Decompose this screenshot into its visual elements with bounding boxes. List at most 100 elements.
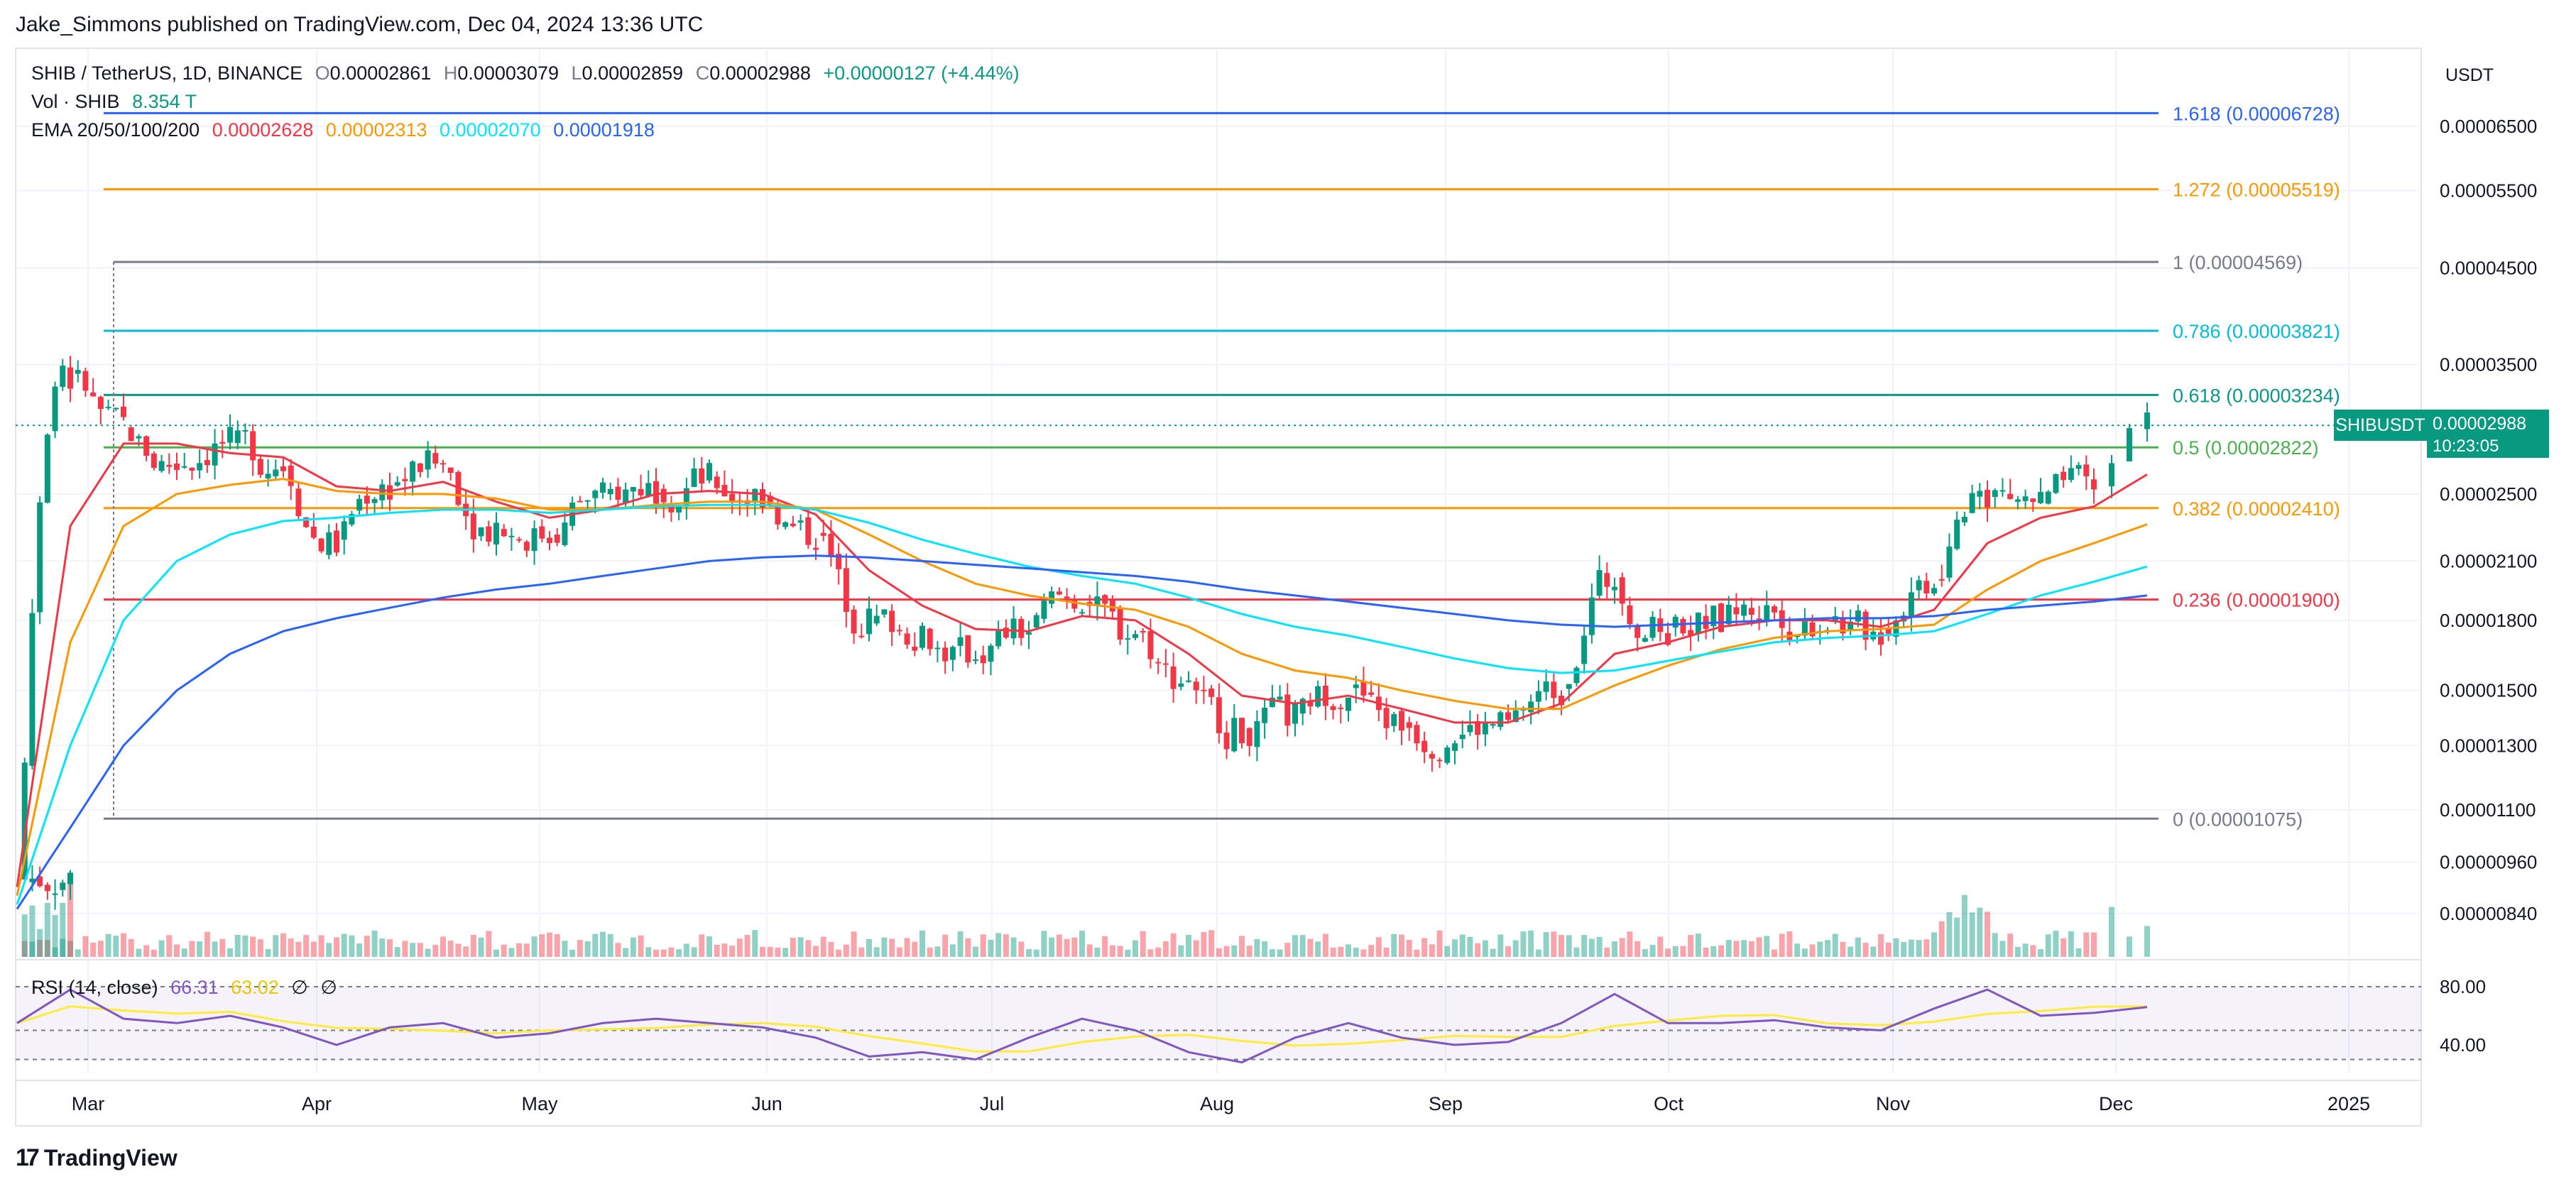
candle-body[interactable]	[934, 647, 941, 650]
candle-body[interactable]	[1018, 619, 1025, 638]
candle-body[interactable]	[889, 610, 895, 632]
candle-body[interactable]	[1649, 616, 1656, 638]
candle-body[interactable]	[1946, 546, 1953, 578]
candle-body[interactable]	[2061, 471, 2067, 481]
candle-body[interactable]	[1140, 631, 1146, 633]
candle-body[interactable]	[760, 489, 765, 508]
candle-body[interactable]	[1908, 592, 1914, 617]
candle-body[interactable]	[1733, 607, 1740, 615]
candle-body[interactable]	[1680, 619, 1686, 634]
candle-body[interactable]	[539, 526, 545, 539]
candle-body[interactable]	[1535, 691, 1541, 702]
candle-body[interactable]	[843, 568, 849, 612]
candle-body[interactable]	[204, 460, 210, 466]
candle-body[interactable]	[1672, 616, 1679, 628]
candle-body[interactable]	[1094, 596, 1101, 606]
candle-body[interactable]	[1201, 689, 1207, 691]
candle-body[interactable]	[2109, 463, 2114, 486]
candle-body[interactable]	[1269, 697, 1275, 708]
candle-body[interactable]	[478, 527, 484, 537]
candle-body[interactable]	[75, 370, 81, 374]
candle-body[interactable]	[234, 430, 241, 444]
candle-body[interactable]	[1573, 667, 1580, 684]
candle-body[interactable]	[1162, 663, 1169, 665]
candle-body[interactable]	[1581, 635, 1588, 664]
candle-body[interactable]	[318, 538, 324, 552]
candle-body[interactable]	[2068, 468, 2074, 481]
candle-body[interactable]	[257, 459, 263, 475]
candle-body[interactable]	[356, 498, 363, 511]
candle-body[interactable]	[82, 371, 89, 391]
candle-body[interactable]	[851, 609, 857, 634]
candle-body[interactable]	[227, 427, 233, 443]
candle-body[interactable]	[1741, 604, 1747, 616]
candle-body[interactable]	[2127, 428, 2132, 461]
candle-body[interactable]	[1010, 618, 1017, 639]
volume-legend[interactable]: Vol · SHIB 8.354 T	[31, 91, 204, 113]
candle-body[interactable]	[729, 493, 736, 502]
candle-body[interactable]	[1056, 591, 1062, 595]
candle-body[interactable]	[1748, 608, 1754, 615]
candle-body[interactable]	[1429, 754, 1435, 759]
candle-body[interactable]	[1383, 708, 1390, 728]
candle-body[interactable]	[67, 367, 73, 389]
candle-body[interactable]	[2083, 464, 2090, 477]
candle-body[interactable]	[995, 629, 1002, 647]
candle-body[interactable]	[1794, 635, 1801, 637]
currency-label[interactable]: USDT	[2445, 65, 2494, 85]
candle-body[interactable]	[699, 468, 705, 484]
candle-body[interactable]	[1178, 683, 1184, 687]
candle-body[interactable]	[2022, 496, 2029, 501]
candle-body[interactable]	[486, 526, 492, 542]
candle-body[interactable]	[387, 485, 393, 500]
candle-body[interactable]	[341, 521, 347, 540]
candle-body[interactable]	[326, 532, 332, 555]
candle-body[interactable]	[1208, 689, 1215, 697]
candle-body[interactable]	[1878, 632, 1884, 645]
candle-body[interactable]	[410, 461, 416, 482]
candle-body[interactable]	[638, 488, 644, 495]
candle-body[interactable]	[1102, 595, 1108, 604]
candle-body[interactable]	[128, 427, 134, 442]
candle-body[interactable]	[1809, 622, 1816, 637]
candle-body[interactable]	[1566, 684, 1572, 689]
candle-body[interactable]	[1117, 608, 1123, 640]
candle-body[interactable]	[752, 488, 758, 503]
candle-body[interactable]	[219, 442, 226, 444]
candle-body[interactable]	[1231, 718, 1238, 752]
candle-body[interactable]	[828, 534, 834, 556]
candle-body[interactable]	[1444, 747, 1451, 763]
candle-body[interactable]	[1855, 610, 1861, 622]
candle-body[interactable]	[881, 609, 888, 615]
ema-line[interactable]	[16, 442, 2148, 887]
candle-body[interactable]	[1528, 701, 1534, 713]
candle-body[interactable]	[896, 630, 902, 632]
candle-body[interactable]	[600, 482, 606, 493]
candle-body[interactable]	[470, 513, 476, 539]
candle-body[interactable]	[2144, 412, 2150, 429]
candle-body[interactable]	[1079, 612, 1085, 614]
candle-body[interactable]	[2075, 465, 2082, 469]
candle-body[interactable]	[1346, 697, 1351, 711]
candle-body[interactable]	[1368, 692, 1375, 695]
candle-body[interactable]	[1969, 493, 1975, 513]
candle-body[interactable]	[912, 647, 918, 651]
candle-body[interactable]	[1840, 617, 1846, 634]
candle-body[interactable]	[151, 453, 157, 468]
candle-body[interactable]	[1026, 632, 1032, 635]
candle-body[interactable]	[44, 884, 50, 892]
candle-body[interactable]	[1155, 662, 1162, 664]
candle-body[interactable]	[1049, 591, 1055, 604]
candle-body[interactable]	[767, 495, 773, 505]
candle-body[interactable]	[1170, 666, 1177, 689]
candle-body[interactable]	[334, 530, 339, 553]
ema-legend[interactable]: EMA 20/50/100/200 0.00002628 0.00002313 …	[31, 119, 662, 141]
candle-body[interactable]	[280, 466, 286, 471]
candle-body[interactable]	[988, 645, 994, 662]
candle-body[interactable]	[1254, 721, 1260, 747]
candle-body[interactable]	[904, 633, 910, 645]
candle-body[interactable]	[797, 520, 804, 523]
tradingview-brand[interactable]: 17 TradingView	[16, 1144, 178, 1172]
candle-body[interactable]	[1193, 681, 1199, 691]
candle-body[interactable]	[1961, 516, 1968, 522]
